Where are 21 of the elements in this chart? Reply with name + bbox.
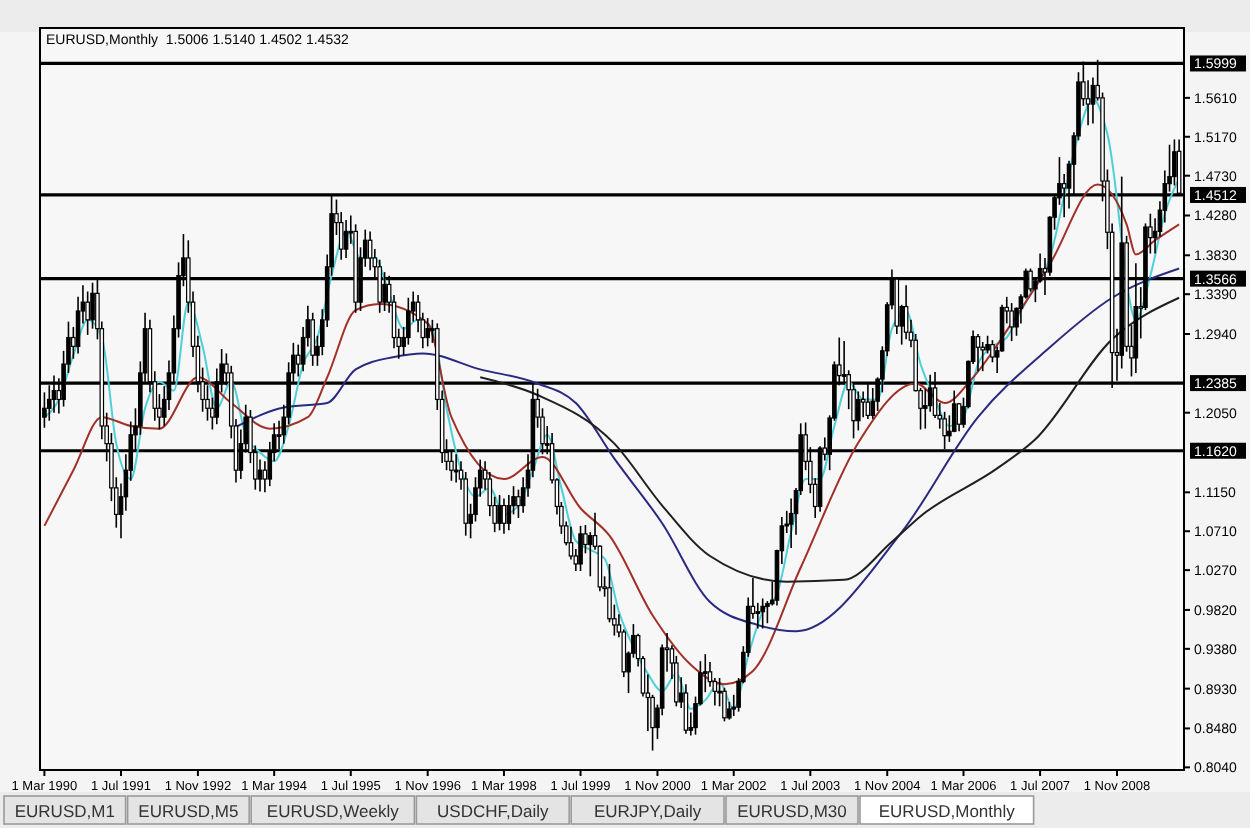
candlestick	[425, 317, 430, 348]
candlestick	[855, 390, 861, 432]
text: EURUSD,Weekly	[266, 801, 401, 821]
candlestick	[760, 597, 765, 630]
text: EURUSD,M5	[138, 801, 240, 821]
candlestick	[506, 494, 512, 532]
candlestick	[578, 525, 583, 572]
text: EURJPY,Daily	[593, 801, 703, 821]
candlestick	[975, 333, 981, 372]
candlestick	[956, 402, 962, 433]
candlestick	[980, 341, 985, 372]
text: EURUSD,M1	[14, 801, 116, 821]
candlestick	[722, 686, 727, 723]
candlestick	[1009, 302, 1014, 342]
candlestick	[497, 494, 502, 532]
candlestick	[85, 290, 90, 336]
text: EURUSD,Monthly	[878, 801, 1017, 821]
line-series	[479, 296, 1181, 583]
text: USDCHF,Daily	[437, 801, 551, 821]
text: EURUSD,M30	[737, 801, 848, 821]
candlestick	[310, 311, 316, 367]
